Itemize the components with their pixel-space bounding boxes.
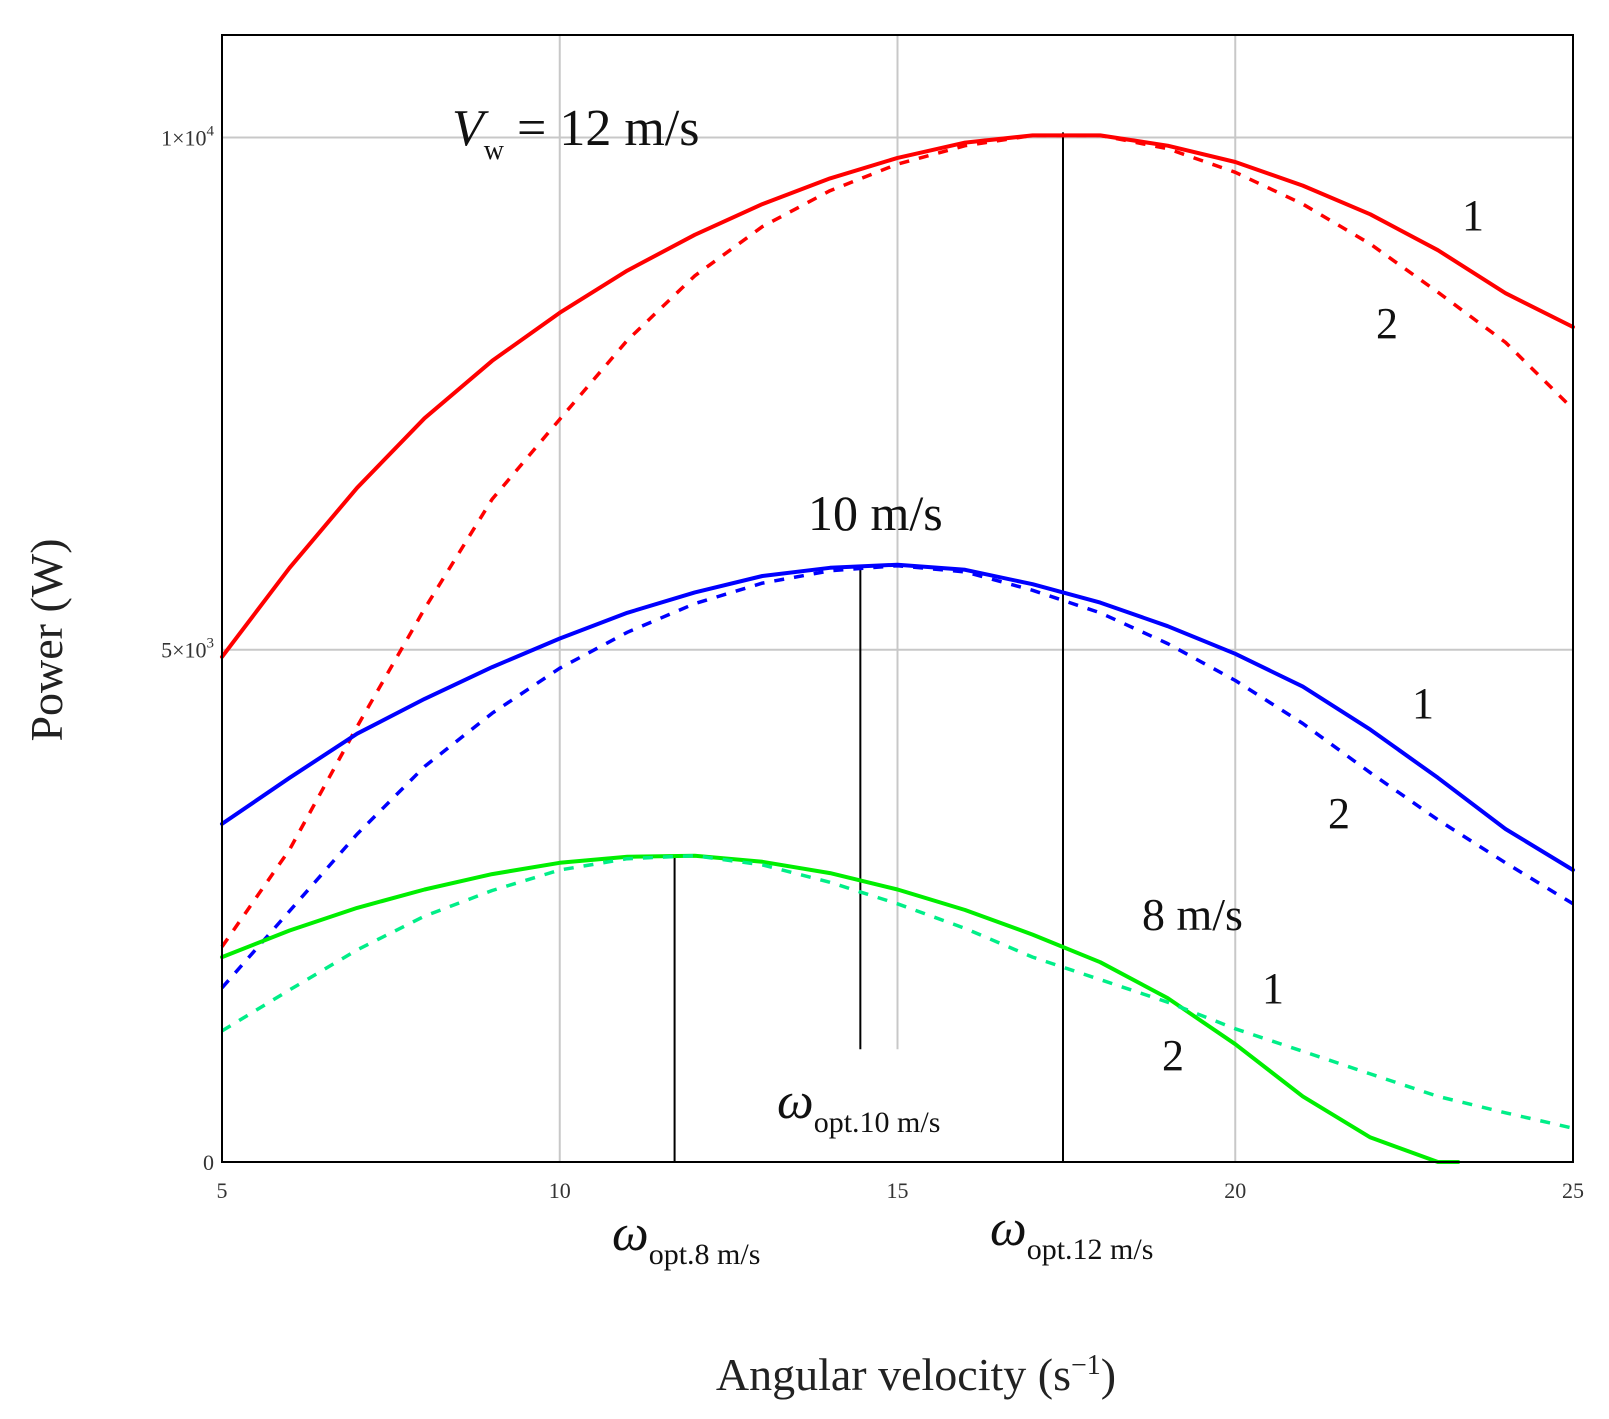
speed-10-label: 10 m/s — [808, 485, 943, 541]
gridlines — [222, 35, 1573, 1162]
omega-12-subscript: opt.12 m/s — [1027, 1233, 1154, 1266]
y-axis-title: Power (W) — [21, 538, 72, 741]
y-tick-label-0: 0 — [203, 1150, 214, 1175]
omega-8-subscript: opt.8 m/s — [649, 1238, 761, 1271]
x-axis-title: Angular velocity (s−1) — [716, 1349, 1116, 1400]
y-tick-sup-5000: 3 — [207, 636, 215, 652]
y-tick-base-10000: 1×10 — [161, 125, 206, 150]
omega-8-symbol: ω — [612, 1205, 649, 1262]
series-line-4 — [220, 563, 1574, 989]
y-tick-label-5000: 5×103 — [161, 636, 214, 663]
vw-value: = 12 m/s — [504, 100, 699, 157]
y-tick-sup-10000: 4 — [207, 123, 215, 139]
series-line-6 — [221, 853, 1574, 1130]
omega-opt-12-label: ωopt.12 m/s — [990, 1200, 1153, 1266]
omega-opt-10-label: ωopt.10 m/s — [777, 1073, 940, 1139]
label-8-curve-1: 1 — [1262, 964, 1284, 1013]
label-10-curve-1: 1 — [1412, 679, 1434, 728]
x-tick-label-25: 25 — [1562, 1178, 1584, 1203]
x-tick-label-20: 20 — [1224, 1178, 1246, 1203]
label-8-curve-2: 2 — [1162, 1031, 1184, 1080]
tick-labels: 5 10 15 20 25 0 5×103 1×104 — [161, 123, 1584, 1203]
speed-8-label: 8 m/s — [1142, 889, 1243, 940]
omega-10-subscript: opt.10 m/s — [814, 1106, 941, 1139]
optimal-markers — [673, 132, 1064, 1162]
x-axis-title-text: Angular velocity (s — [716, 1349, 1071, 1400]
series-group — [220, 133, 1575, 1164]
y-tick-base-5000: 5×10 — [161, 638, 206, 663]
omega-opt-8-label: ωopt.8 m/s — [612, 1205, 760, 1271]
omega-12-symbol: ω — [990, 1200, 1027, 1257]
vw-12-label: Vw = 12 m/s — [452, 100, 699, 166]
omega-10-symbol: ω — [777, 1073, 814, 1130]
series-line-1 — [220, 133, 1575, 659]
label-10-curve-2: 2 — [1328, 789, 1350, 838]
plot-frame — [221, 34, 1574, 1163]
series-line-5 — [220, 853, 1461, 1164]
label-12-curve-2: 2 — [1376, 299, 1398, 348]
label-12-curve-1: 1 — [1462, 191, 1484, 240]
x-tick-label-10: 10 — [549, 1178, 571, 1203]
y-tick-base-0: 0 — [203, 1150, 214, 1175]
x-tick-label-5: 5 — [217, 1178, 228, 1203]
vw-subscript: w — [484, 135, 505, 166]
x-axis-title-close: ) — [1101, 1349, 1116, 1400]
x-axis-title-sup: −1 — [1071, 1350, 1101, 1381]
y-tick-label-10000: 1×104 — [161, 123, 214, 150]
x-tick-label-15: 15 — [887, 1178, 909, 1203]
vw-symbol: V — [452, 100, 489, 157]
